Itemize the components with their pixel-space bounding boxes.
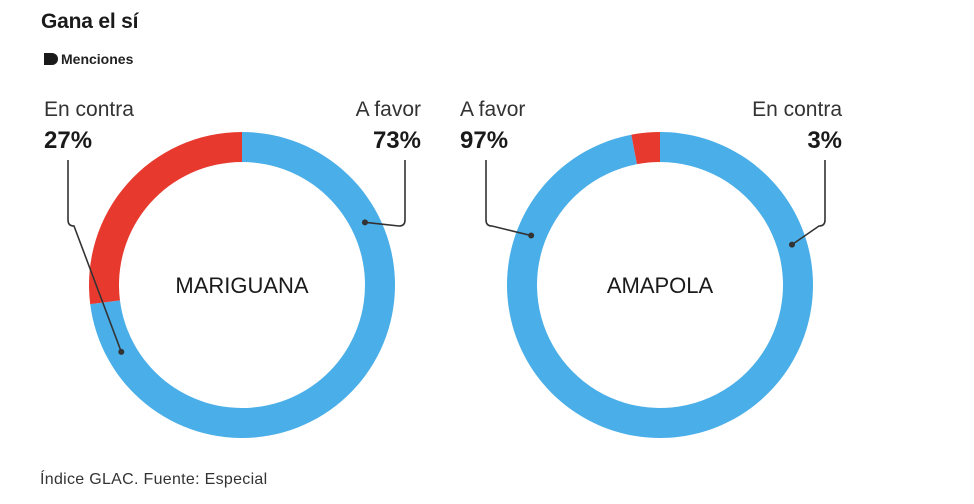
slice-label-value: 73% [373,127,421,154]
slice-en-contra [89,132,242,305]
leader-dot [118,348,125,355]
donut-center-label: MARIGUANA [175,273,309,298]
slice-label-value: 97% [460,127,508,154]
slice-label-value: 27% [44,127,92,154]
chart-title: Gana el sí [41,10,139,33]
subtitle-text: Menciones [61,51,134,67]
leader-line [364,160,406,227]
donut-center-label: AMAPOLA [607,273,714,298]
slice-label-value: 3% [807,127,842,154]
slice-label-name: En contra [44,98,134,121]
slice-label-name: A favor [356,98,421,121]
legend-subtitle: Menciones [44,51,133,67]
leader-line [791,160,826,246]
slice-en-contra [631,132,660,165]
leader-dot [788,241,795,248]
leader-dot [528,232,535,239]
leader-line [485,160,532,237]
donut-amapola: AMAPOLA A favor 97% En contra 3% [460,98,842,438]
leader-dot [361,219,368,226]
leader-line [67,160,123,353]
legend-marker-icon [44,53,58,65]
source-note: Índice GLAC. Fuente: Especial [40,471,268,488]
slice-label-name: En contra [752,98,842,121]
slice-label-name: A favor [460,98,525,121]
donut-mariguana: MARIGUANA A favor 73% En contra 27% [44,98,421,439]
